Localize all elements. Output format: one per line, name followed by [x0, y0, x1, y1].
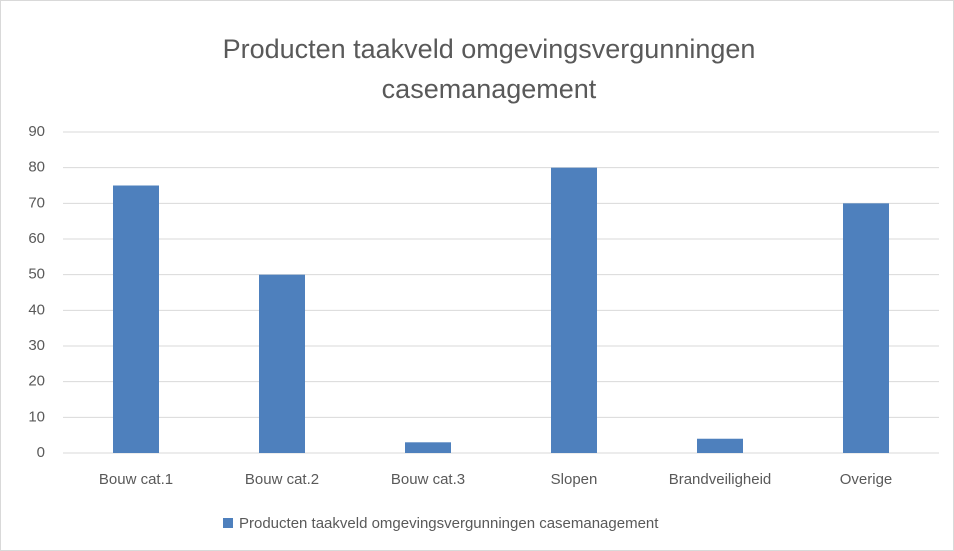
y-tick-label: 0: [37, 444, 45, 461]
bar: [259, 274, 305, 453]
y-tick-label: 50: [28, 266, 45, 283]
y-tick-label: 80: [28, 159, 45, 176]
legend-label: Producten taakveld omgevingsvergunningen…: [239, 515, 659, 532]
x-tick-label: Bouw cat.2: [245, 471, 319, 488]
y-tick-label: 30: [28, 337, 45, 354]
x-tick-label: Brandveiligheid: [669, 471, 772, 488]
bar: [697, 438, 743, 453]
chart-title: Producten taakveld omgevingsvergunningen…: [222, 34, 756, 104]
bar: [843, 203, 889, 453]
x-tick-label: Bouw cat.3: [391, 471, 465, 488]
y-tick-label: 40: [28, 301, 45, 318]
y-tick-label: 10: [28, 408, 45, 425]
bar: [113, 185, 159, 453]
x-tick-label: Slopen: [551, 471, 598, 488]
y-tick-label: 20: [28, 373, 45, 390]
y-tick-label: 70: [28, 194, 45, 211]
y-tick-label: 60: [28, 230, 45, 247]
bar: [551, 167, 597, 453]
legend-swatch: [223, 518, 233, 528]
y-tick-label: 90: [28, 123, 45, 140]
x-tick-label: Bouw cat.1: [99, 471, 173, 488]
x-tick-label: Overige: [840, 471, 893, 488]
bar: [405, 442, 451, 453]
